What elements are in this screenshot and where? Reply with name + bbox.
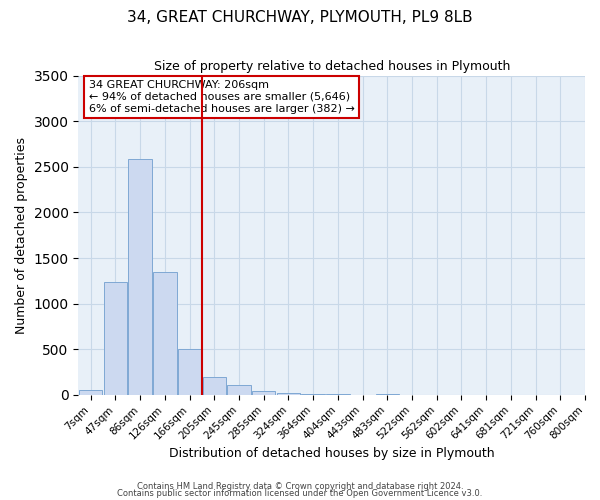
Text: Contains public sector information licensed under the Open Government Licence v3: Contains public sector information licen… — [118, 490, 482, 498]
Bar — [128, 158, 152, 395]
Bar — [203, 376, 226, 395]
Bar — [227, 385, 251, 395]
Bar — [178, 349, 202, 395]
Text: 34 GREAT CHURCHWAY: 206sqm
← 94% of detached houses are smaller (5,646)
6% of se: 34 GREAT CHURCHWAY: 206sqm ← 94% of deta… — [89, 80, 355, 114]
Y-axis label: Number of detached properties: Number of detached properties — [15, 136, 28, 334]
Bar — [153, 272, 176, 395]
Bar — [79, 390, 103, 395]
Title: Size of property relative to detached houses in Plymouth: Size of property relative to detached ho… — [154, 60, 510, 73]
Bar — [104, 282, 127, 395]
Bar — [252, 391, 275, 395]
Text: Contains HM Land Registry data © Crown copyright and database right 2024.: Contains HM Land Registry data © Crown c… — [137, 482, 463, 491]
Bar — [277, 393, 300, 395]
Text: 34, GREAT CHURCHWAY, PLYMOUTH, PL9 8LB: 34, GREAT CHURCHWAY, PLYMOUTH, PL9 8LB — [127, 10, 473, 25]
X-axis label: Distribution of detached houses by size in Plymouth: Distribution of detached houses by size … — [169, 447, 494, 460]
